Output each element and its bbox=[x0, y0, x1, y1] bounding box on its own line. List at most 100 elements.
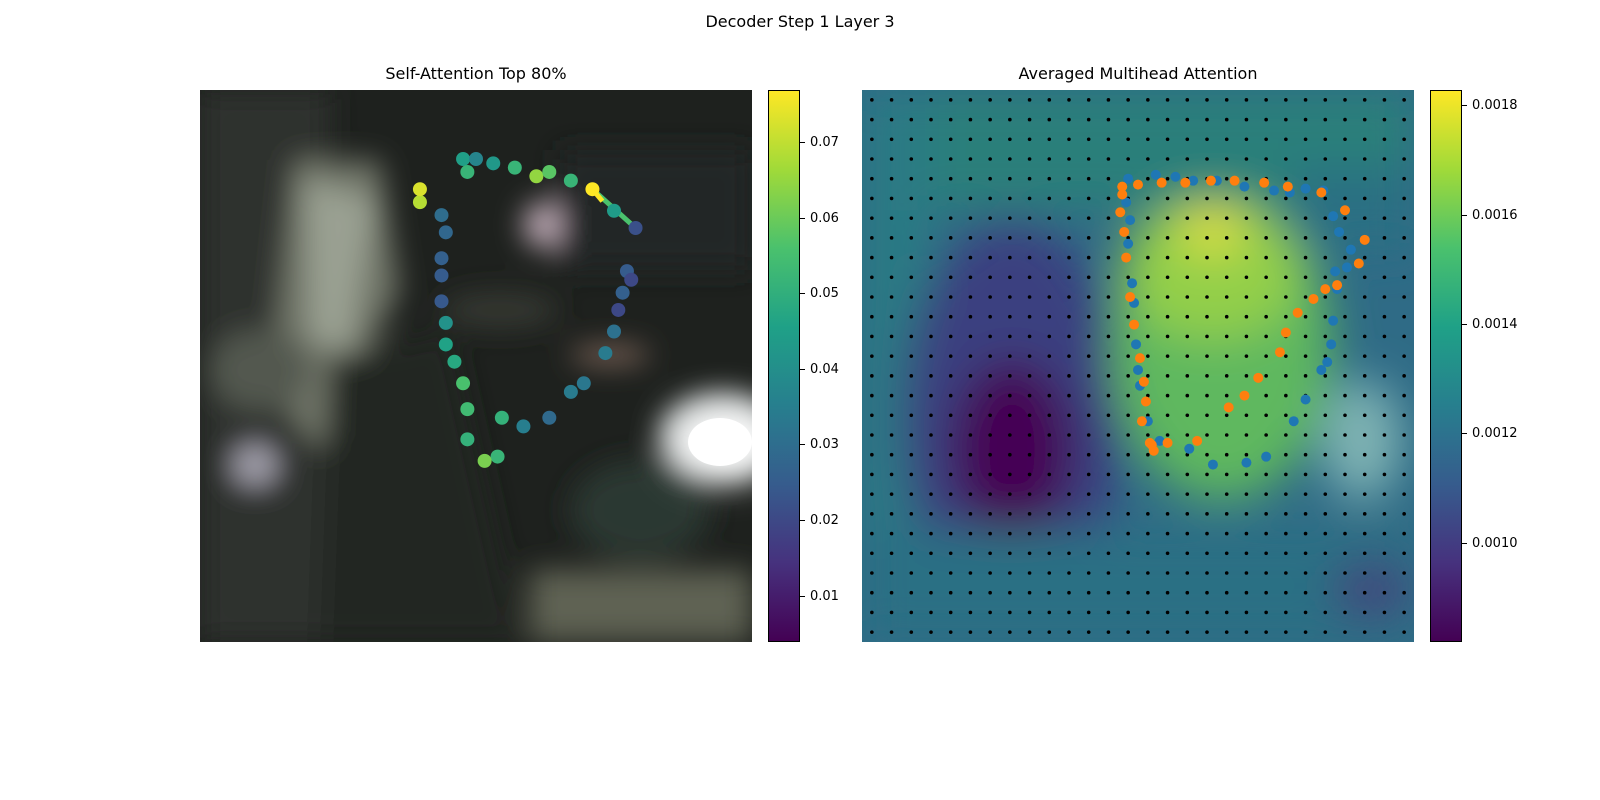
grid-dot bbox=[1027, 117, 1032, 122]
grid-dot bbox=[909, 393, 914, 398]
grid-dot bbox=[1185, 433, 1190, 437]
grid-dot bbox=[948, 413, 953, 418]
grid-dot bbox=[1402, 374, 1406, 378]
grid-dot bbox=[1244, 275, 1249, 280]
grid-dot bbox=[1244, 314, 1249, 319]
grid-dot bbox=[1284, 236, 1288, 240]
grid-dot bbox=[968, 512, 973, 516]
grid-dot bbox=[1323, 334, 1328, 339]
grid-dot bbox=[1323, 551, 1328, 556]
grid-dot bbox=[1402, 413, 1406, 418]
grid-dot bbox=[1165, 571, 1170, 575]
grid-dot bbox=[1185, 275, 1190, 280]
blue-series-point bbox=[1341, 262, 1352, 273]
grid-dot bbox=[1382, 354, 1387, 358]
grid-dot bbox=[1106, 176, 1111, 181]
grid-dot bbox=[1086, 314, 1091, 319]
grid-dot bbox=[1264, 590, 1268, 595]
grid-dot bbox=[1165, 512, 1170, 516]
grid-dot bbox=[1362, 472, 1367, 477]
attention-point bbox=[542, 164, 557, 179]
grid-dot bbox=[1146, 157, 1150, 161]
grid-dot bbox=[1362, 354, 1367, 358]
grid-dot bbox=[1106, 590, 1111, 595]
grid-dot bbox=[988, 334, 992, 339]
attention-point bbox=[438, 337, 453, 352]
grid-dot bbox=[1126, 117, 1130, 122]
grid-dot bbox=[1047, 492, 1052, 496]
grid-dot bbox=[1244, 571, 1249, 575]
grid-dot bbox=[1047, 137, 1052, 142]
grid-dot bbox=[1126, 413, 1130, 418]
grid-dot bbox=[1362, 413, 1367, 418]
attention-point bbox=[434, 208, 449, 223]
colorbar-tick-label: 0.0016 bbox=[1462, 207, 1518, 223]
blue-series-point bbox=[1170, 171, 1181, 182]
grid-dot bbox=[909, 413, 914, 418]
grid-dot bbox=[988, 630, 992, 634]
grid-dot bbox=[870, 433, 874, 437]
grid-dot bbox=[1284, 176, 1288, 181]
attention-point bbox=[412, 182, 427, 197]
grid-dot bbox=[870, 137, 874, 142]
grid-dot bbox=[909, 354, 914, 358]
grid-dot bbox=[1106, 196, 1111, 201]
grid-dot bbox=[1047, 452, 1052, 457]
grid-dot bbox=[1047, 295, 1052, 299]
grid-dot bbox=[929, 590, 933, 595]
grid-dot bbox=[988, 216, 992, 220]
grid-dot bbox=[1146, 196, 1150, 201]
grid-dot bbox=[988, 492, 992, 496]
grid-dot bbox=[968, 176, 973, 181]
grid-dot bbox=[948, 472, 953, 477]
grid-dot bbox=[1323, 610, 1328, 615]
blue-series-point bbox=[1334, 226, 1345, 237]
grid-dot bbox=[1067, 531, 1071, 536]
grid-dot bbox=[1343, 393, 1347, 398]
grid-dot bbox=[1106, 630, 1111, 634]
grid-dot bbox=[1185, 512, 1190, 516]
grid-dot bbox=[1402, 551, 1406, 556]
grid-dot bbox=[1047, 531, 1052, 536]
grid-dot bbox=[889, 157, 894, 161]
orange-series-point bbox=[1223, 402, 1234, 413]
grid-dot bbox=[909, 236, 914, 240]
grid-dot bbox=[1244, 236, 1249, 240]
grid-dot bbox=[929, 196, 933, 201]
grid-dot bbox=[1086, 590, 1091, 595]
grid-dot bbox=[1205, 413, 1209, 418]
grid-dot bbox=[1146, 354, 1150, 358]
grid-dot bbox=[1126, 551, 1130, 556]
grid-dot bbox=[1382, 551, 1387, 556]
grid-dot bbox=[1067, 610, 1071, 615]
grid-dot bbox=[1165, 610, 1170, 615]
grid-dot bbox=[1205, 255, 1209, 260]
grid-dot bbox=[870, 472, 874, 477]
grid-dot bbox=[1362, 216, 1367, 220]
grid-dot bbox=[1185, 630, 1190, 634]
grid-dot bbox=[1284, 413, 1288, 418]
grid-dot bbox=[1264, 117, 1268, 122]
grid-dot bbox=[1047, 512, 1052, 516]
grid-dot bbox=[1382, 216, 1387, 220]
grid-dot bbox=[929, 216, 933, 220]
grid-dot bbox=[1047, 157, 1052, 161]
grid-dot bbox=[1224, 117, 1229, 122]
grid-dot bbox=[1224, 157, 1229, 161]
grid-dot bbox=[1284, 314, 1288, 319]
grid-dot bbox=[1126, 275, 1130, 280]
grid-dot bbox=[1284, 630, 1288, 634]
grid-dot bbox=[889, 334, 894, 339]
grid-dot bbox=[1264, 196, 1268, 201]
grid-dot bbox=[909, 196, 914, 201]
grid-dot bbox=[1047, 413, 1052, 418]
grid-dot bbox=[870, 354, 874, 358]
grid-dot bbox=[1126, 452, 1130, 457]
grid-dot bbox=[988, 393, 992, 398]
orange-series-point bbox=[1115, 207, 1126, 218]
grid-dot bbox=[968, 551, 973, 556]
grid-dot bbox=[889, 393, 894, 398]
grid-dot bbox=[1402, 236, 1406, 240]
grid-dot bbox=[1047, 98, 1052, 102]
grid-dot bbox=[1323, 295, 1328, 299]
